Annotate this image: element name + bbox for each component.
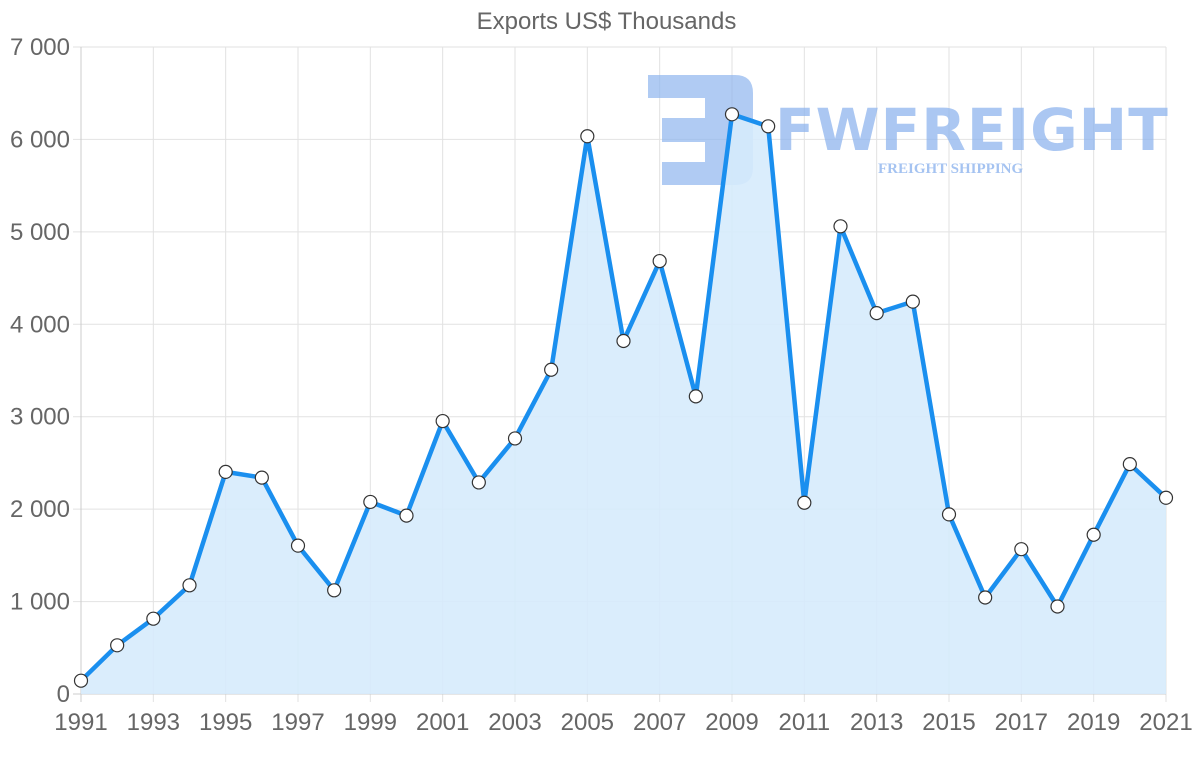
x-tick-label: 2019 [1067, 709, 1120, 736]
y-tick-label: 3 000 [10, 404, 70, 431]
data-point-2008[interactable] [688, 389, 703, 404]
x-tick-label: 2007 [633, 709, 686, 736]
data-point-2005[interactable] [580, 129, 595, 144]
data-point-1996[interactable] [254, 470, 269, 485]
x-tick-label: 1995 [199, 709, 252, 736]
x-tick-label: 1999 [344, 709, 397, 736]
x-tick-label: 1991 [54, 709, 107, 736]
data-point-2007[interactable] [652, 253, 667, 269]
y-axis-ticks: 0 1 000 2 000 3 000 4 000 5 000 6 000 7 000 [10, 34, 70, 708]
x-tick-label: 2015 [922, 709, 975, 736]
x-tick-label: 2011 [779, 709, 831, 736]
data-point-2000[interactable] [399, 508, 414, 523]
area-fill [81, 114, 1166, 695]
x-tick-label: 2009 [705, 709, 758, 736]
data-point-2001[interactable] [435, 413, 450, 429]
data-point-1999[interactable] [363, 494, 378, 510]
data-point-2017[interactable] [1014, 542, 1029, 557]
logo-brand-text: FWFREIGHT [775, 96, 1169, 164]
x-tick-label: 1993 [127, 709, 180, 736]
data-points [73, 107, 1174, 688]
y-tick-label: 0 [57, 681, 70, 708]
x-tick-label: 2021 [1139, 709, 1192, 736]
fwfreight-watermark-logo: FWFREIGHT FREIGHT SHIPPING [648, 75, 1169, 185]
data-point-2003[interactable] [507, 431, 523, 446]
x-tick-label: 2013 [850, 709, 903, 736]
data-point-1995[interactable] [218, 464, 233, 479]
data-point-2002[interactable] [471, 475, 486, 490]
data-point-1998[interactable] [327, 583, 342, 598]
data-point-2009[interactable] [724, 107, 740, 122]
x-tick-label: 1997 [271, 709, 324, 736]
data-point-2018[interactable] [1050, 599, 1065, 614]
data-point-2020[interactable] [1122, 457, 1137, 472]
x-tick-label: 2001 [416, 709, 469, 736]
y-tick-label: 7 000 [10, 34, 70, 61]
data-point-2013[interactable] [869, 306, 884, 321]
data-point-2021[interactable] [1158, 490, 1174, 505]
x-tick-label: 2003 [488, 709, 541, 736]
data-point-2006[interactable] [616, 333, 631, 349]
logo-tagline-text: FREIGHT SHIPPING [878, 161, 1023, 177]
y-tick-label: 4 000 [10, 311, 70, 338]
x-tick-label: 2017 [995, 709, 1048, 736]
data-point-2016[interactable] [978, 590, 993, 605]
x-tick-label: 2005 [561, 709, 614, 736]
y-tick-label: 1 000 [10, 589, 70, 616]
data-point-1994[interactable] [182, 578, 197, 593]
y-tick-label: 2 000 [10, 496, 70, 523]
x-axis-ticks: 1991 1993 1995 1997 1999 2001 2003 2005 2007 2009… [54, 709, 1192, 736]
data-point-2019[interactable] [1086, 527, 1101, 542]
data-point-2011[interactable] [797, 495, 812, 510]
y-tick-label: 5 000 [10, 219, 70, 246]
data-point-1997[interactable] [290, 538, 306, 553]
data-point-2014[interactable] [905, 294, 920, 309]
data-point-2004[interactable] [544, 362, 559, 377]
data-point-1991[interactable] [73, 673, 89, 688]
data-point-1993[interactable] [146, 611, 161, 626]
data-point-2010[interactable] [761, 119, 776, 134]
data-point-2015[interactable] [941, 507, 957, 522]
chart-title: Exports US$ Thousands [476, 8, 737, 35]
y-tick-label: 6 000 [10, 126, 70, 153]
data-point-1992[interactable] [110, 638, 125, 653]
data-point-2012[interactable] [833, 219, 848, 234]
